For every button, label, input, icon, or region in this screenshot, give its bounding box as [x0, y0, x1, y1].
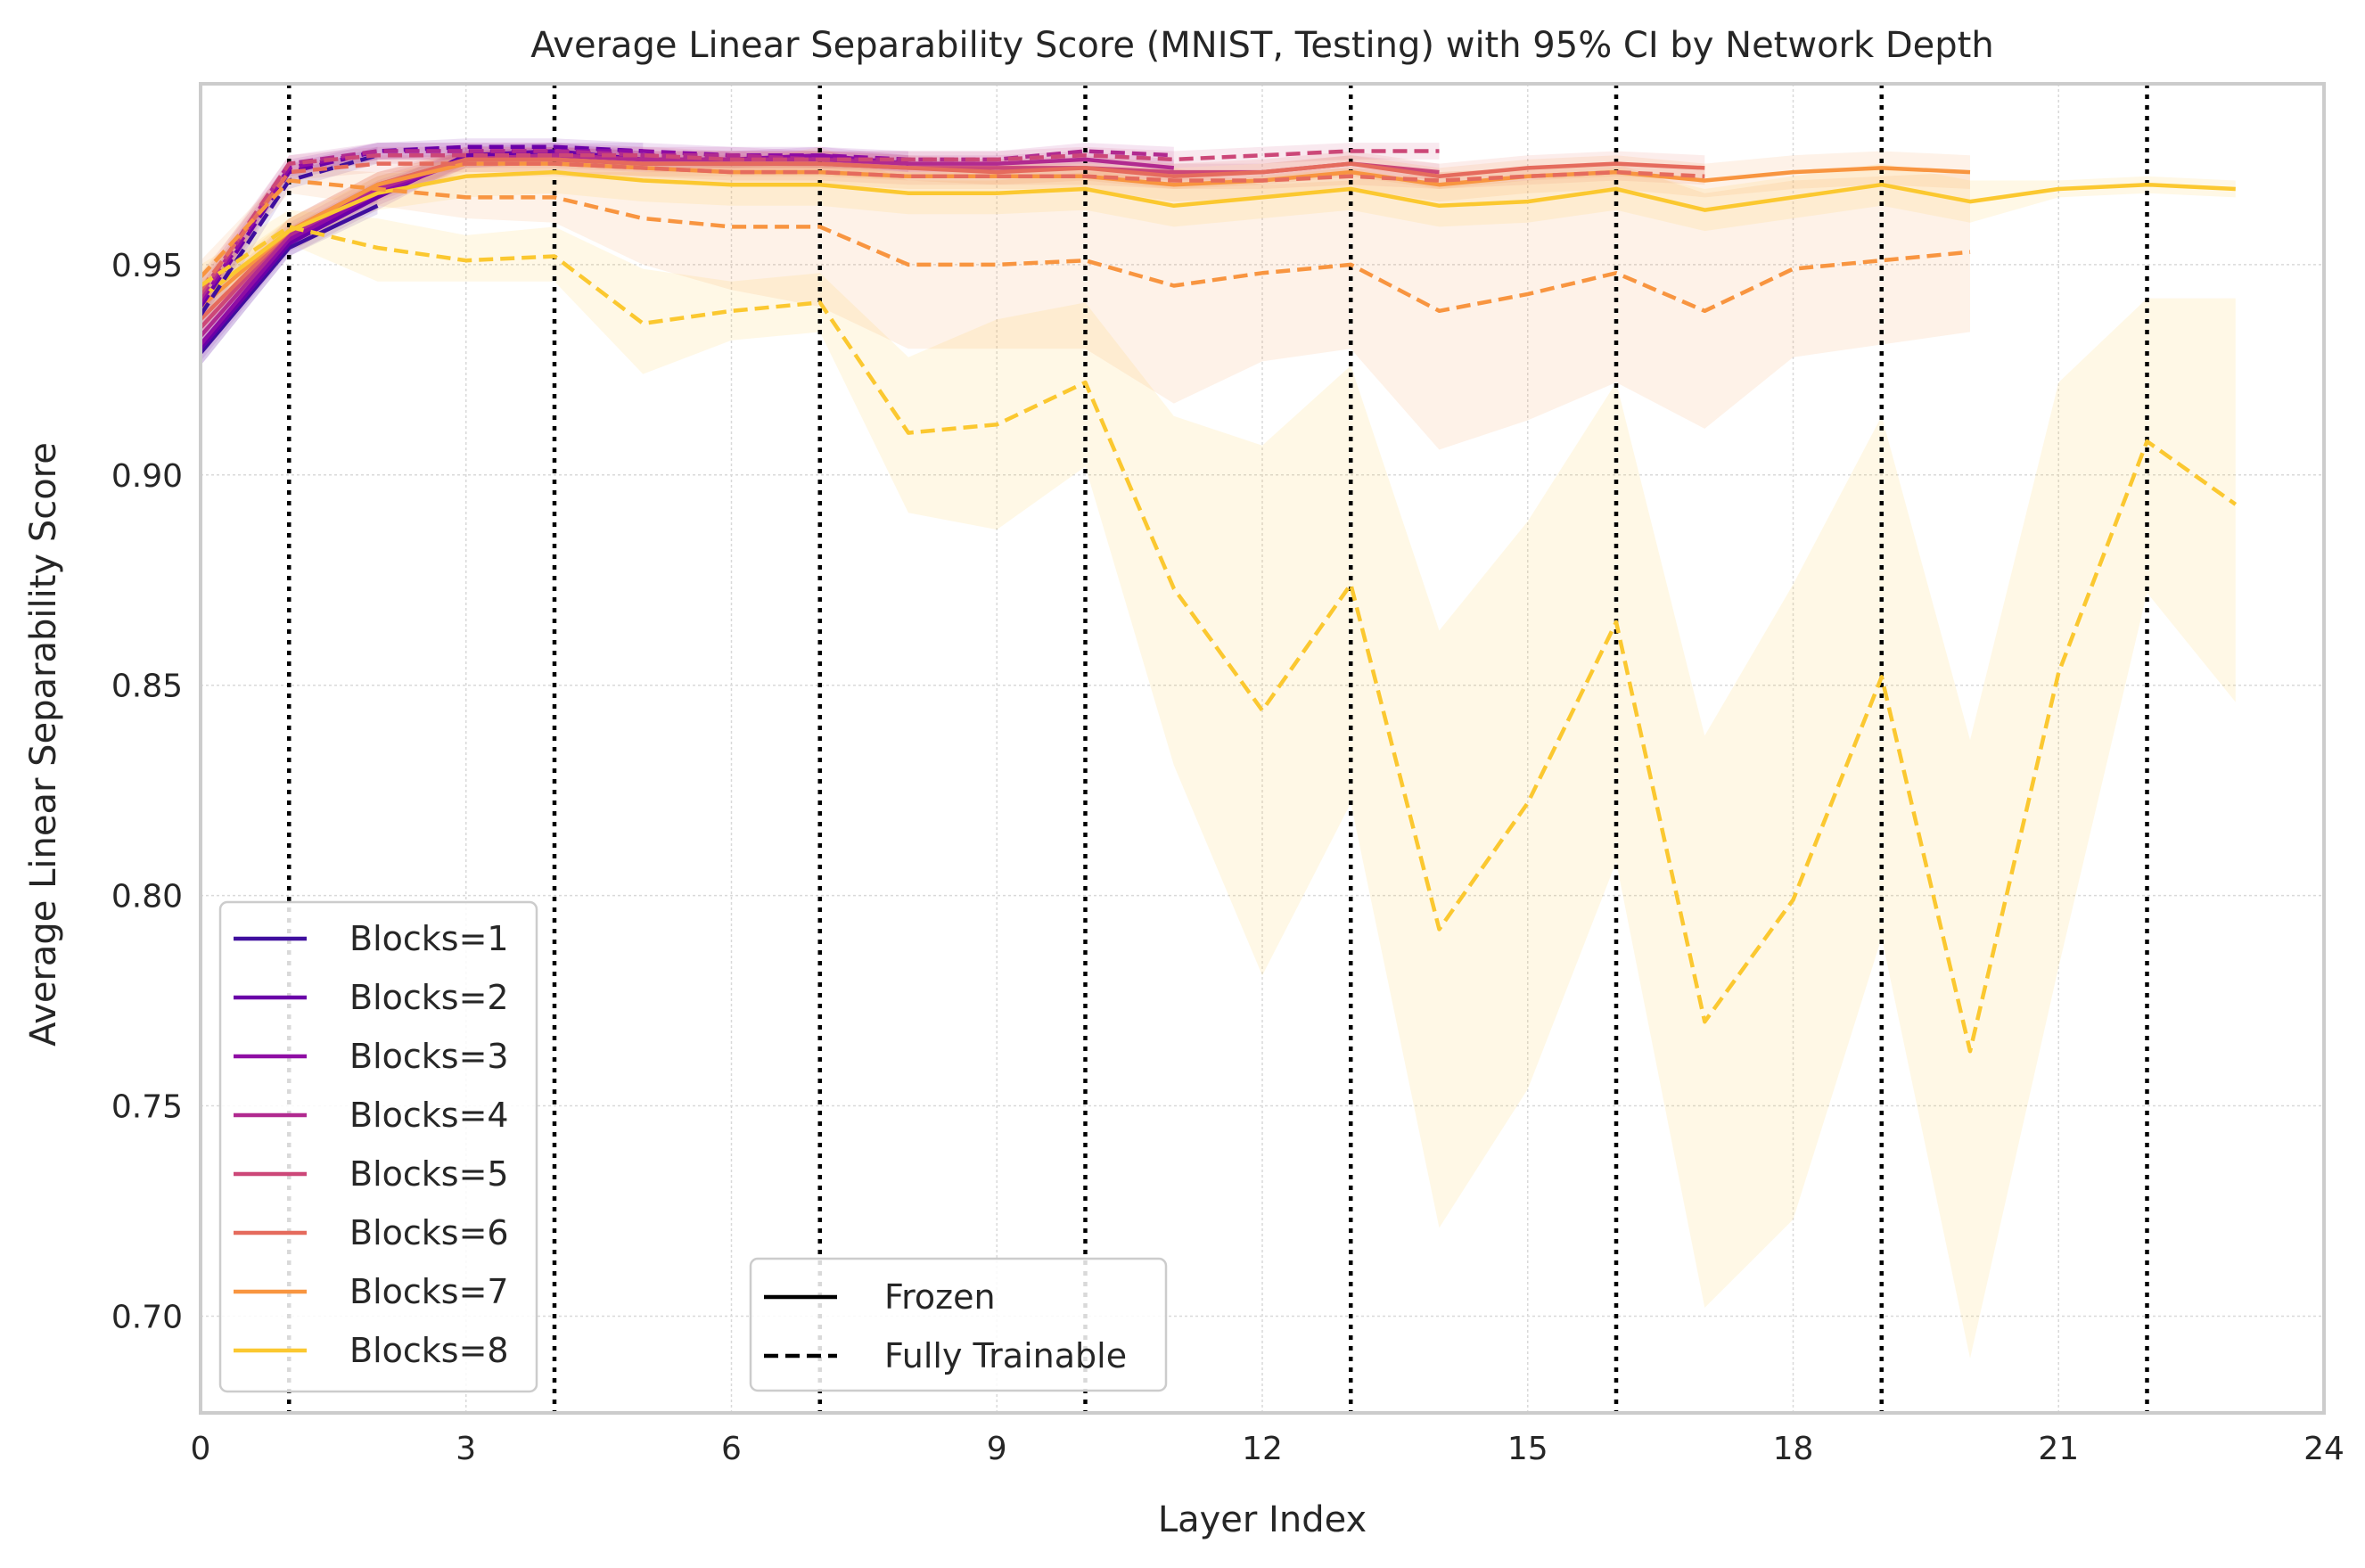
y-tick-label: 0.90 [111, 458, 183, 495]
trainable-ci-band [201, 209, 2236, 1359]
legend-style-label: Frozen [884, 1277, 996, 1317]
x-tick-label: 0 [191, 1431, 211, 1467]
axis-ticks: 0 3 6 9 12 15 18 21 24 0.70 0.75 0.80 0.85 0.90 0.95 [111, 248, 2344, 1467]
frozen-ci-band [201, 143, 644, 366]
legend-entry-label: Blocks=2 [349, 978, 509, 1017]
trainable-ci-band [201, 155, 1705, 308]
legend-line-style: Frozen Fully Trainable [749, 1257, 1168, 1392]
plot-frame [199, 82, 2326, 1415]
x-tick-label: 6 [721, 1431, 742, 1467]
legend-style-box [749, 1257, 1168, 1392]
legend-entry-label: Blocks=4 [349, 1096, 509, 1135]
x-tick-label: 15 [1507, 1431, 1548, 1467]
frozen-ci-band [201, 151, 1440, 345]
trainable-series-line [199, 149, 909, 304]
x-tick-label: 18 [1773, 1431, 1814, 1467]
x-tick-label: 21 [2038, 1431, 2079, 1467]
legend-entry-label: Blocks=3 [349, 1037, 509, 1076]
frozen-series-line [199, 203, 379, 355]
trainable-series-line [199, 161, 1705, 291]
series-lines [199, 144, 2238, 1054]
y-tick-label: 0.85 [111, 669, 183, 705]
chart-title: Average Linear Separability Score (MNIST… [530, 25, 1993, 66]
frozen-series-line [199, 152, 1175, 338]
x-tick-label: 24 [2303, 1431, 2344, 1467]
trainable-series-line [199, 149, 1440, 296]
x-tick-label: 9 [987, 1431, 1007, 1467]
legend-style-label: Fully Trainable [884, 1336, 1127, 1375]
legend-entry-label: Blocks=6 [349, 1213, 509, 1252]
legend-entry-label: Blocks=1 [349, 919, 509, 958]
legend-blocks-box [218, 900, 538, 1393]
block-boundary-lines [287, 84, 2149, 1413]
y-tick-label: 0.75 [111, 1089, 183, 1126]
trainable-series-line [199, 225, 2238, 1054]
x-tick-label: 3 [456, 1431, 476, 1467]
legend-entry-label: Blocks=8 [349, 1331, 509, 1370]
frozen-ci-band [201, 151, 2236, 316]
y-tick-label: 0.70 [111, 1299, 183, 1335]
trainable-series-line [199, 178, 1971, 314]
y-tick-label: 0.95 [111, 248, 183, 284]
legend-blocks: Blocks=1 Blocks=2 Blocks=3 Blocks=4 Blocks=5… [218, 900, 538, 1393]
frozen-ci-band [201, 146, 908, 362]
x-tick-label: 12 [1242, 1431, 1283, 1467]
y-tick-label: 0.80 [111, 879, 183, 915]
legend-entry-label: Blocks=7 [349, 1272, 509, 1311]
x-axis-label: Layer Index [1158, 1499, 1367, 1540]
frozen-ci-band [201, 151, 1970, 324]
y-axis-label: Average Linear Separability Score [23, 442, 64, 1047]
legend-entry-label: Blocks=5 [349, 1154, 509, 1194]
frozen-series-line [199, 169, 2236, 300]
